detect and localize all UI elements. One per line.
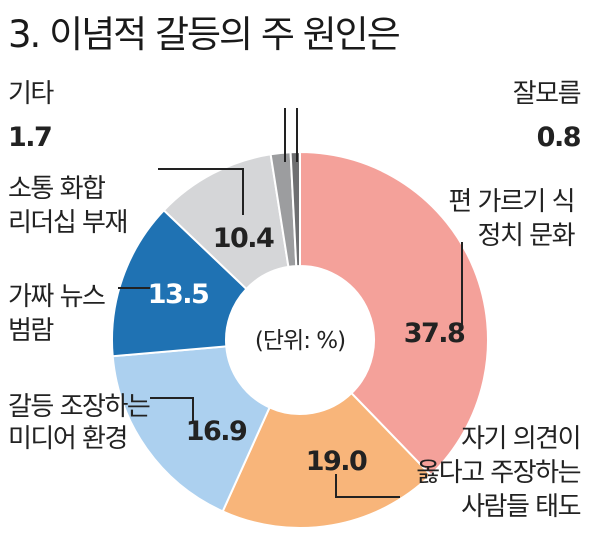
value-self-righteous-attitude: 19.0 bbox=[306, 446, 367, 477]
label-other: 기타 bbox=[8, 79, 54, 109]
leader-line-self-righteous-attitude bbox=[335, 474, 400, 498]
label-leadership-absence: 소통 화합 리더십 부재 bbox=[8, 174, 127, 238]
value-leadership-absence: 10.4 bbox=[213, 223, 274, 254]
leader-line-media-environment bbox=[150, 397, 194, 422]
chart-title: 3. 이념적 갈등의 주 원인은 bbox=[8, 13, 401, 56]
value-media-environment: 16.9 bbox=[186, 416, 247, 447]
slice-self-righteous-attitude bbox=[221, 391, 433, 529]
value-partisan-politics: 37.8 bbox=[404, 318, 465, 349]
label-media-environment: 갈등 조장하는 미디어 환경 bbox=[8, 392, 150, 454]
value-other: 1.7 bbox=[8, 122, 51, 153]
value-fake-news: 13.5 bbox=[148, 279, 209, 310]
unit-label: (단위: %) bbox=[255, 328, 345, 354]
label-self-righteous-attitude: 자기 의견이 옳다고 주장하는 사람들 태도 bbox=[416, 424, 580, 522]
label-dont-know: 잘모름 bbox=[513, 79, 581, 109]
slice-dont-know bbox=[289, 150, 301, 268]
slice-media-environment bbox=[111, 345, 271, 513]
leader-line-leadership-absence bbox=[158, 168, 244, 215]
value-dont-know: 0.8 bbox=[537, 122, 581, 153]
slice-partisan-politics bbox=[299, 150, 489, 477]
label-partisan-politics: 편 가르기 식 정치 문화 bbox=[448, 187, 575, 251]
slice-fake-news bbox=[111, 208, 248, 358]
label-fake-news: 가짜 뉴스 범람 bbox=[8, 282, 105, 346]
